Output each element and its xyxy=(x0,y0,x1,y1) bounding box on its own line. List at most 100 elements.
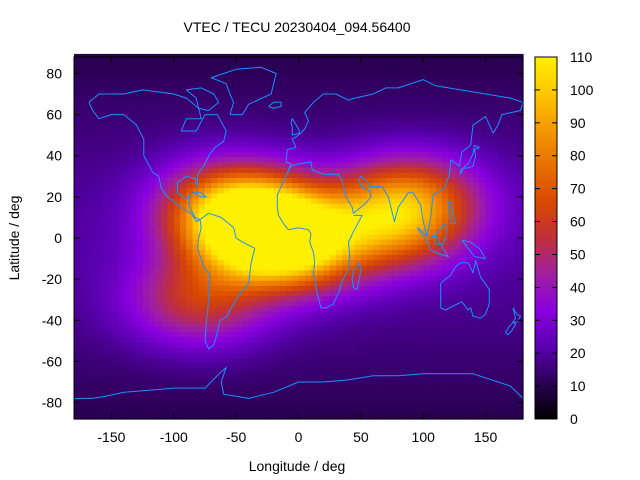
heatmap-cell xyxy=(92,295,100,302)
heatmap-cell xyxy=(186,305,194,312)
heatmap-cell xyxy=(236,383,243,389)
heatmap-cell xyxy=(354,305,362,312)
heatmap-cell xyxy=(429,141,437,148)
heatmap-cell xyxy=(292,285,300,292)
heatmap-cell xyxy=(186,372,194,379)
heatmap-cell xyxy=(385,151,393,158)
heatmap-cell xyxy=(186,146,194,153)
heatmap-cell xyxy=(416,74,424,81)
heatmap-cell xyxy=(404,218,412,225)
heatmap-cell xyxy=(186,110,194,117)
heatmap-cell xyxy=(74,172,81,178)
heatmap-cell xyxy=(180,290,187,297)
heatmap-cell xyxy=(498,84,505,91)
heatmap-cell xyxy=(80,388,88,394)
heatmap-cell xyxy=(360,228,368,235)
heatmap-cell xyxy=(342,161,349,168)
heatmap-cell xyxy=(404,223,412,230)
heatmap-cell xyxy=(211,300,219,307)
heatmap-cell xyxy=(429,352,437,358)
heatmap-cell xyxy=(261,89,268,96)
heatmap-cell xyxy=(435,259,443,266)
heatmap-cell xyxy=(504,146,512,153)
heatmap-cell xyxy=(329,161,337,168)
heatmap-cell xyxy=(479,218,487,225)
heatmap-cell xyxy=(460,275,468,281)
heatmap-cell xyxy=(229,311,237,317)
heatmap-cell xyxy=(479,156,487,163)
heatmap-cell xyxy=(329,208,337,214)
heatmap-cell xyxy=(98,203,106,209)
heatmap-cell xyxy=(329,89,337,96)
heatmap-cell xyxy=(379,233,387,240)
heatmap-cell xyxy=(329,254,337,261)
heatmap-cell xyxy=(367,408,374,415)
heatmap-cell xyxy=(155,69,162,76)
heatmap-cell xyxy=(155,182,162,189)
heatmap-cell xyxy=(92,151,100,158)
heatmap-cell xyxy=(329,383,337,389)
heatmap-cell xyxy=(460,74,468,81)
heatmap-cell xyxy=(80,192,88,199)
heatmap-cell xyxy=(192,269,200,276)
heatmap-cell xyxy=(510,136,518,142)
heatmap-cell xyxy=(354,398,362,405)
heatmap-cell xyxy=(254,187,262,194)
heatmap-cell xyxy=(92,280,100,286)
heatmap-cell xyxy=(186,69,194,76)
heatmap-cell xyxy=(460,79,468,86)
heatmap-cell xyxy=(479,280,487,286)
heatmap-cell xyxy=(454,352,462,358)
heatmap-cell xyxy=(217,388,225,394)
heatmap-cell xyxy=(466,79,474,86)
heatmap-cell xyxy=(441,254,449,261)
heatmap-cell xyxy=(254,311,262,317)
heatmap-cell xyxy=(323,167,331,173)
heatmap-cell xyxy=(223,244,231,250)
heatmap-cell xyxy=(211,84,219,91)
heatmap-cell xyxy=(398,290,406,297)
heatmap-cell xyxy=(454,357,462,364)
heatmap-cell xyxy=(242,95,250,101)
heatmap-cell xyxy=(466,223,474,230)
heatmap-cell xyxy=(180,244,187,250)
heatmap-cell xyxy=(242,89,250,96)
heatmap-cell xyxy=(155,316,162,322)
heatmap-cell xyxy=(236,316,243,322)
heatmap-cell xyxy=(360,115,368,122)
heatmap-cell xyxy=(304,372,312,379)
heatmap-cell xyxy=(236,197,243,204)
heatmap-cell xyxy=(454,398,462,405)
heatmap-cell xyxy=(454,213,462,220)
heatmap-cell xyxy=(298,352,306,358)
heatmap-cell xyxy=(186,321,194,328)
heatmap-cell xyxy=(373,182,381,189)
heatmap-cell xyxy=(491,275,499,281)
heatmap-cell xyxy=(354,182,362,189)
heatmap-cell xyxy=(136,89,144,96)
heatmap-cell xyxy=(329,259,337,266)
heatmap-cell xyxy=(310,331,318,338)
heatmap-cell xyxy=(435,383,443,389)
heatmap-cell xyxy=(136,59,144,65)
heatmap-cell xyxy=(236,84,243,91)
heatmap-cell xyxy=(491,141,499,148)
heatmap-cell xyxy=(148,403,156,410)
heatmap-cell xyxy=(392,64,399,70)
heatmap-cell xyxy=(342,259,349,266)
heatmap-cell xyxy=(148,388,156,394)
heatmap-cell xyxy=(98,115,106,122)
heatmap-cell xyxy=(304,223,312,230)
heatmap-cell xyxy=(510,388,518,394)
heatmap-cell xyxy=(142,316,150,322)
heatmap-cell xyxy=(217,59,225,65)
heatmap-cell xyxy=(485,213,493,220)
heatmap-cell xyxy=(323,74,331,81)
heatmap-cell xyxy=(242,172,250,178)
heatmap-cell xyxy=(261,275,268,281)
heatmap-cell xyxy=(485,413,493,420)
heatmap-cell xyxy=(248,408,256,415)
heatmap-cell xyxy=(423,141,431,148)
heatmap-cell xyxy=(248,295,256,302)
heatmap-cell xyxy=(310,218,318,225)
